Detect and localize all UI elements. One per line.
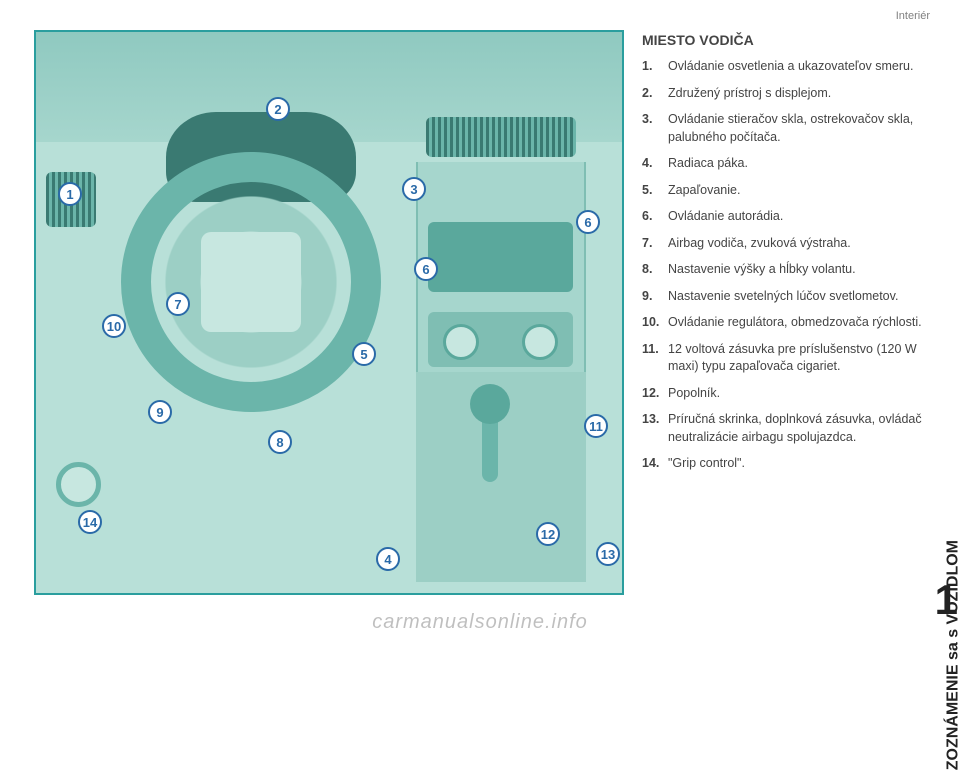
list-item-number: 13. (642, 411, 668, 446)
list-item-number: 12. (642, 385, 668, 403)
list-item-text: Ovládanie regulátora, obmedzovača rýchlo… (668, 314, 924, 332)
radio-shape (428, 222, 573, 292)
section-title: MIESTO VODIČA (642, 32, 924, 48)
list-item-text: Ovládanie stieračov skla, ostrekovačov s… (668, 111, 924, 146)
header-category: Interiér (896, 10, 930, 22)
list-item: 13.Príručná skrinka, doplnková zásuvka, … (642, 411, 924, 446)
list-item-text: Nastavenie výšky a hĺbky volantu. (668, 261, 924, 279)
list-item-text: Zapaľovanie. (668, 182, 924, 200)
content-row: 12345667891011121314 MIESTO VODIČA 1.Ovl… (34, 30, 930, 620)
callout-8: 8 (268, 430, 292, 454)
list-item-text: Ovládanie autorádia. (668, 208, 924, 226)
callout-11: 11 (584, 414, 608, 438)
list-item: 5.Zapaľovanie. (642, 182, 924, 200)
list-item: 8.Nastavenie výšky a hĺbky volantu. (642, 261, 924, 279)
list-item-number: 4. (642, 155, 668, 173)
callout-13: 13 (596, 542, 620, 566)
callout-5: 5 (352, 342, 376, 366)
side-tab: ZOZNÁMENIE sa s VOZIDLOM 1 (942, 30, 960, 640)
shifter-knob-shape (470, 384, 510, 424)
list-item: 6.Ovládanie autorádia. (642, 208, 924, 226)
callout-12: 12 (536, 522, 560, 546)
list-item-number: 3. (642, 111, 668, 146)
callout-2: 2 (266, 97, 290, 121)
list-item-text: Popolník. (668, 385, 924, 403)
list-item-text: Príručná skrinka, doplnková zásuvka, ovl… (668, 411, 924, 446)
list-item-number: 6. (642, 208, 668, 226)
list-item: 1.Ovládanie osvetlenia a ukazovateľov sm… (642, 58, 924, 76)
side-tab-label: ZOZNÁMENIE sa s VOZIDLOM (944, 540, 960, 770)
grip-control-dial-shape (56, 462, 101, 507)
list-item: 11.12 voltová zásuvka pre príslušenstvo … (642, 341, 924, 376)
manual-list: 1.Ovládanie osvetlenia a ukazovateľov sm… (642, 58, 924, 473)
callout-14: 14 (78, 510, 102, 534)
callout-7: 7 (166, 292, 190, 316)
callout-6: 6 (576, 210, 600, 234)
list-item-number: 2. (642, 85, 668, 103)
watermark: carmanualsonline.info (0, 611, 960, 634)
list-item-number: 5. (642, 182, 668, 200)
list-item: 14."Grip control". (642, 455, 924, 473)
callout-1: 1 (58, 182, 82, 206)
list-item: 2.Združený prístroj s displejom. (642, 85, 924, 103)
list-item-text: 12 voltová zásuvka pre príslušenstvo (12… (668, 341, 924, 376)
text-column: MIESTO VODIČA 1.Ovládanie osvetlenia a u… (642, 30, 930, 620)
list-item-text: Nastavenie svetelných lúčov svetlometov. (668, 288, 924, 306)
callout-9: 9 (148, 400, 172, 424)
list-item-text: Ovládanie osvetlenia a ukazovateľov smer… (668, 58, 924, 76)
list-item-number: 11. (642, 341, 668, 376)
center-vents-shape (426, 117, 576, 157)
steering-hub-shape (201, 232, 301, 332)
list-item-number: 9. (642, 288, 668, 306)
list-item: 4.Radiaca páka. (642, 155, 924, 173)
callout-3: 3 (402, 177, 426, 201)
hvac-shape (428, 312, 573, 367)
list-item-number: 7. (642, 235, 668, 253)
list-item: 7.Airbag vodiča, zvuková výstraha. (642, 235, 924, 253)
list-item: 10.Ovládanie regulátora, obmedzovača rýc… (642, 314, 924, 332)
manual-page: Interiér 12345667891011121314 MIESTO VOD… (0, 0, 960, 640)
list-item-text: Združený prístroj s displejom. (668, 85, 924, 103)
dashboard-illustration: 12345667891011121314 (34, 30, 624, 595)
list-item: 9.Nastavenie svetelných lúčov svetlometo… (642, 288, 924, 306)
list-item-number: 14. (642, 455, 668, 473)
callout-10: 10 (102, 314, 126, 338)
list-item-number: 10. (642, 314, 668, 332)
list-item-number: 1. (642, 58, 668, 76)
callout-4: 4 (376, 547, 400, 571)
list-item-text: Airbag vodiča, zvuková výstraha. (668, 235, 924, 253)
list-item: 3.Ovládanie stieračov skla, ostrekovačov… (642, 111, 924, 146)
list-item: 12.Popolník. (642, 385, 924, 403)
list-item-text: "Grip control". (668, 455, 924, 473)
callout-6: 6 (414, 257, 438, 281)
list-item-number: 8. (642, 261, 668, 279)
list-item-text: Radiaca páka. (668, 155, 924, 173)
